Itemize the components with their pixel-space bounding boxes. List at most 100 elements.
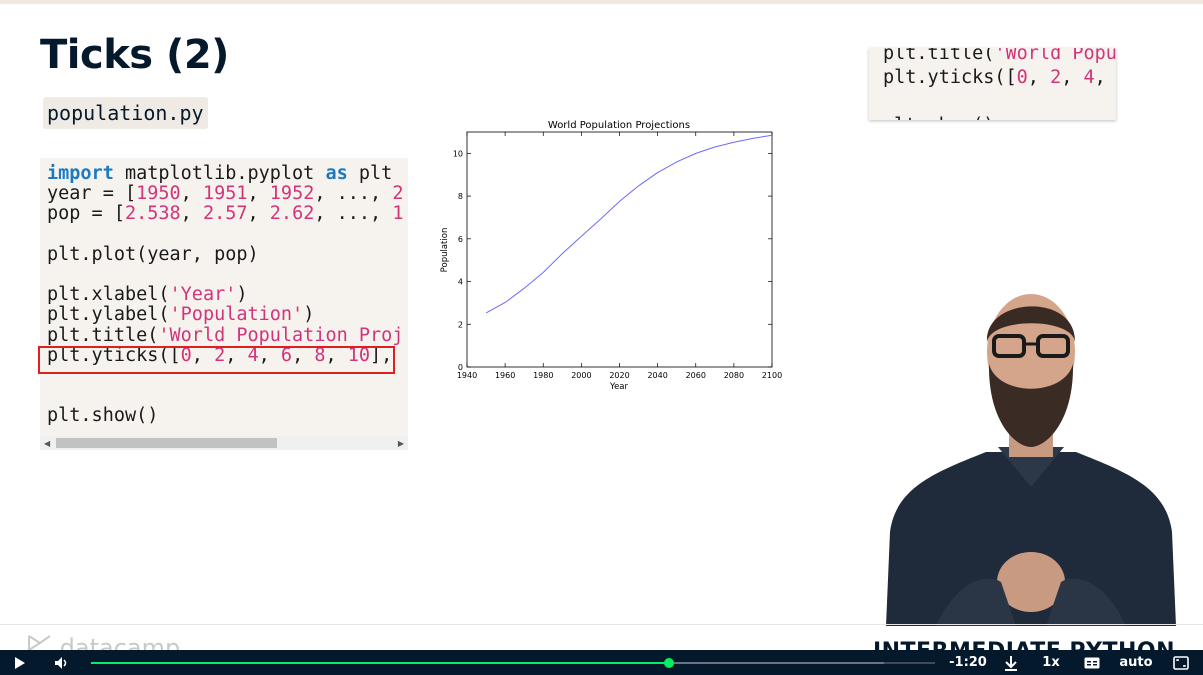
code-token: 'World Population Proj [158,324,404,346]
chart-ylabel: Population [440,228,450,273]
x-tick-label: 1960 [495,371,515,380]
code-token: 6 [280,344,293,366]
fullscreen-button[interactable] [1170,650,1192,675]
slide-title: Ticks (2) [40,32,229,78]
y-tick-label: 6 [458,235,463,244]
datacamp-logo-icon [28,635,51,650]
code-scrollbar[interactable]: ◀ ▶ [40,436,408,450]
code-line: plt.show() [47,405,158,426]
highlight-box [38,346,395,374]
scroll-left-icon[interactable]: ◀ [44,439,51,448]
code-token: ) [236,284,248,306]
code-line: plt.title('World Popu [883,48,1116,64]
code-snippet-overlay: plt.title('World Popu plt.yticks([0, 2, … [869,48,1116,120]
top-border [0,0,1203,4]
code-token: 1951 [202,183,248,205]
progress-knob[interactable] [664,658,675,668]
progress-fill [91,662,670,664]
code-token: 2 [214,344,226,366]
x-tick-label: 2060 [686,371,706,380]
code-token: plt.yticks([ [883,67,1017,88]
code-line: year = [1950, 1951, 1952, ..., 2 [47,183,403,204]
code-line: plt.ylabel('Population') [47,304,314,325]
code-token: 2.62 [269,203,315,225]
x-tick-label: 2080 [724,371,744,380]
chart-title: World Population Projections [548,120,690,131]
code-line: plt.plot(year, pop) [47,244,259,265]
code-token: plt.show() [47,405,159,427]
code-token: , [1094,67,1106,88]
y-tick-label: 0 [458,363,463,372]
volume-button[interactable] [50,650,74,675]
footer-divider [0,624,1203,625]
y-tick-label: 4 [458,278,463,287]
y-tick-label: 2 [458,320,463,329]
captions-button[interactable] [1081,650,1103,675]
code-token: , ..., [314,203,393,225]
code-token: , [247,183,270,205]
captions-icon [1084,657,1100,668]
code-line: import matplotlib.pyplot as plt [47,163,392,184]
x-tick-label: 1940 [457,371,477,380]
code-line: plt.xlabel('Year') [47,284,248,305]
quality-button[interactable]: auto [1119,655,1153,670]
code-token: , [258,344,281,366]
code-token: 10 [347,344,371,366]
chart-xlabel: Year [609,382,629,392]
x-tick-label: 2020 [609,371,629,380]
play-button[interactable] [8,650,32,675]
y-tick-label: 8 [458,192,463,201]
code-token: , [292,344,315,366]
code-token: year = [ [47,183,137,205]
code-token: plt.title( [883,48,995,64]
slide: Ticks (2) population.py import matplotli… [0,4,1203,650]
x-tick-label: 2100 [762,371,782,380]
code-token: pop = [ [47,203,125,225]
code-token: , [247,203,270,225]
code-token: , [191,344,215,366]
code-token: , [180,203,203,225]
code-token: ) [303,304,315,326]
code-token: 8 [314,344,326,366]
download-icon [1005,655,1017,671]
code-line: plt.show() [883,115,994,120]
code-token: ], [370,344,393,366]
code-line: plt.yticks([0, 2, 4, [883,67,1106,88]
code-token: plt.plot(year, pop) [47,243,259,265]
datacamp-logo: datacamp [26,634,180,650]
x-tick-label: 1980 [533,371,553,380]
code-token: 4 [1083,67,1095,88]
code-token: 0 [180,344,192,366]
download-button[interactable] [1000,650,1022,675]
scrollbar-thumb[interactable] [56,438,277,448]
code-token: 1952 [269,183,315,205]
code-token: 4 [247,344,259,366]
brand-name: datacamp [59,634,181,650]
code-token: 2 [392,183,404,205]
code-token: , [225,344,248,366]
code-token: import [47,163,114,184]
code-token: matplotlib.pyplot [113,163,326,184]
series-line [485,134,773,314]
code-token: , [1027,67,1051,88]
time-remaining: -1:20 [949,655,987,670]
code-token: 0 [1016,67,1028,88]
code-token: , [325,344,348,366]
code-line: plt.yticks([0, 2, 4, 6, 8, 10], [47,345,392,366]
plot-frame [466,131,773,368]
instructor-video [876,282,1186,626]
fullscreen-icon [1173,655,1189,670]
progress-bar[interactable] [91,658,935,668]
course-title: INTERMEDIATE PYTHON [873,638,1175,650]
code-token: 'Population' [169,304,304,326]
code-token: 2 [1050,67,1062,88]
scroll-right-icon[interactable]: ▶ [397,439,404,448]
speed-button[interactable]: 1x [1042,655,1060,670]
code-token: 'Year' [169,284,237,306]
code-token: plt.yticks([ [47,344,181,366]
code-token: 2.538 [124,203,181,225]
code-token: 1 [392,203,404,225]
code-line: plt.title('World Population Proj [47,325,403,346]
y-tick-label: 10 [453,149,463,158]
code-token: 2.57 [202,203,248,225]
